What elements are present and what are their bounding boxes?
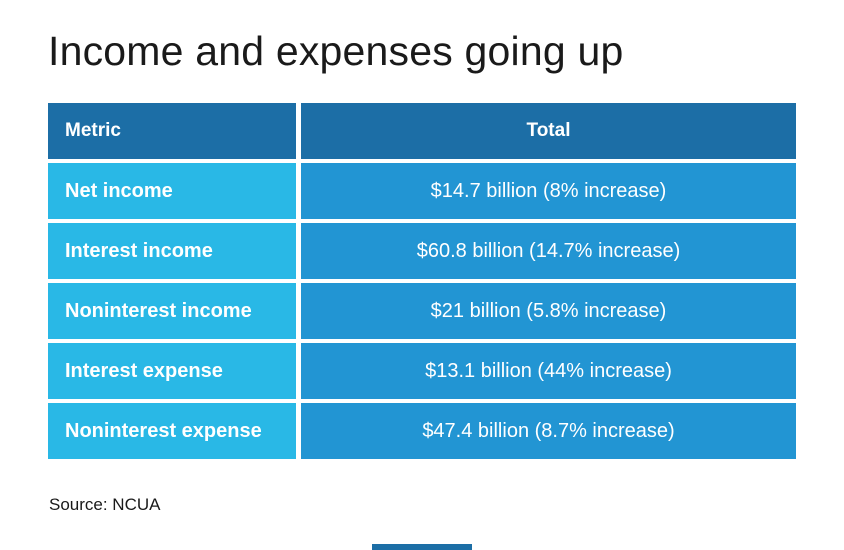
table-row-total: $60.8 billion (14.7% increase) xyxy=(301,223,796,279)
table-row-metric: Net income xyxy=(48,163,296,219)
column-header-total: Total xyxy=(301,103,796,159)
table-row-total: $14.7 billion (8% increase) xyxy=(301,163,796,219)
table-row-total: $21 billion (5.8% increase) xyxy=(301,283,796,339)
table-row-metric: Interest income xyxy=(48,223,296,279)
table-row-total: $47.4 billion (8.7% increase) xyxy=(301,403,796,459)
table-row-metric: Interest expense xyxy=(48,343,296,399)
table-row-metric: Noninterest expense xyxy=(48,403,296,459)
income-expenses-table: Metric Total Net income $14.7 billion (8… xyxy=(48,103,796,459)
source-note: Source: NCUA xyxy=(49,495,161,514)
table-row-total: $13.1 billion (44% increase) xyxy=(301,343,796,399)
bottom-accent-bar xyxy=(372,544,472,550)
column-header-metric: Metric xyxy=(48,103,296,159)
table-row-metric: Noninterest income xyxy=(48,283,296,339)
page-title: Income and expenses going up xyxy=(48,28,624,74)
